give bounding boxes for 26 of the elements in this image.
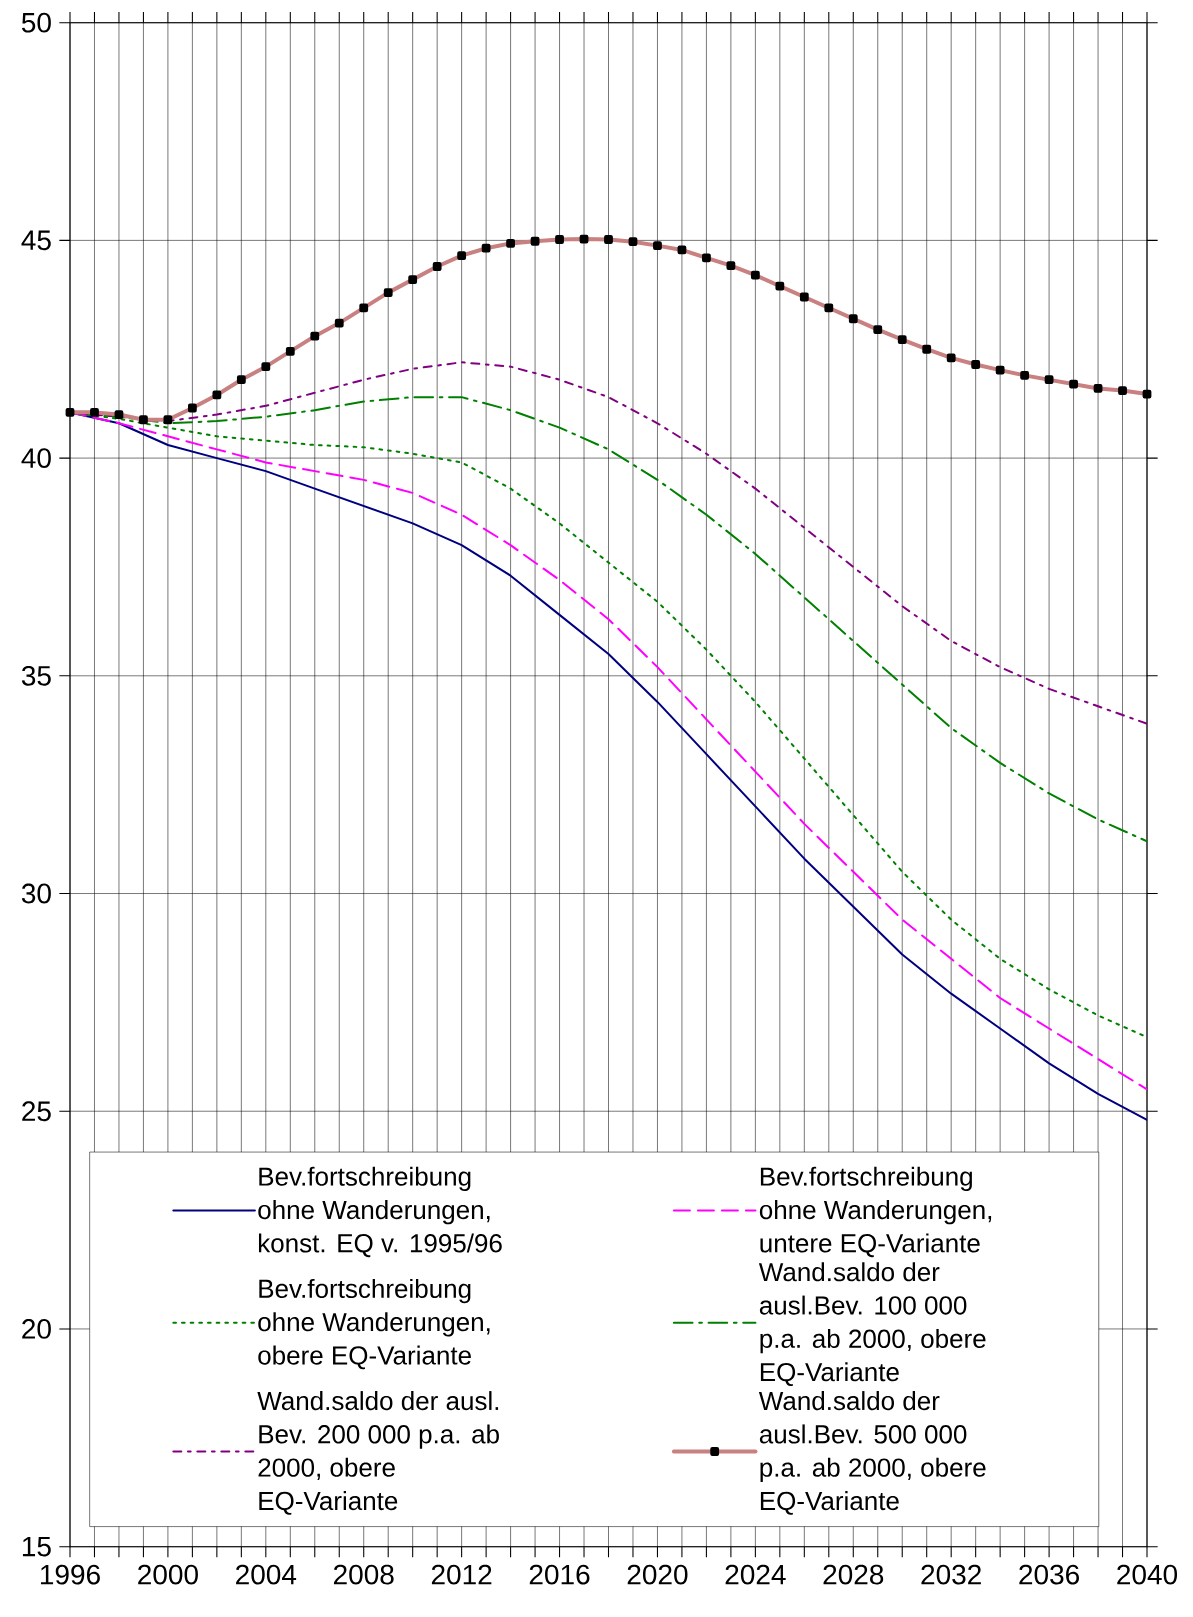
y-tick-label: 35	[21, 665, 51, 686]
legend-label: Wand.saldo der ausl. Bev. 200 000 p.a. ab 2000, obere EQ-Variante	[257, 1391, 499, 1515]
x-tick-label: 2024	[725, 1564, 786, 1585]
y-tick-label: 45	[21, 230, 51, 251]
y-tick-label: 25	[22, 1101, 51, 1122]
x-tick-label: 1996	[40, 1564, 100, 1585]
x-tick-label: 2016	[529, 1564, 590, 1585]
legend-label: Wand.saldo der ausl.Bev. 100 000 p.a. ab 2000, obere EQ-Variante	[758, 1262, 986, 1386]
legend-label: Wand.saldo der ausl.Bev. 500 000 p.a. ab 2000, obere EQ-Variante	[758, 1391, 986, 1515]
legend-label: Bev.fortschreibung ohne Wanderungen, obere EQ-Variante	[258, 1278, 490, 1370]
y-tick-label: 30	[21, 883, 51, 904]
y-tick-label: 50	[21, 12, 51, 33]
x-tick-label: 2040	[1117, 1564, 1178, 1585]
x-tick-label: 2008	[333, 1564, 394, 1585]
x-tick-label: 2012	[431, 1564, 492, 1585]
y-tick-label: 20	[22, 1319, 51, 1339]
x-tick-label: 2000	[138, 1564, 198, 1585]
y-tick-label: 15	[22, 1536, 51, 1557]
x-tick-label: 2032	[921, 1564, 981, 1585]
legend-label: Bev.fortschreibung ohne Wanderungen, konst. EQ v. 1995/96	[258, 1166, 502, 1258]
x-tick-label: 2020	[627, 1564, 688, 1585]
x-tick-label: 2028	[823, 1564, 884, 1585]
x-tick-label: 2004	[236, 1564, 297, 1585]
y-tick-label: 40	[21, 448, 51, 468]
x-tick-label: 2036	[1019, 1564, 1079, 1585]
legend-label: Bev.fortschreibung ohne Wanderungen, untere EQ-Variante	[759, 1166, 992, 1258]
